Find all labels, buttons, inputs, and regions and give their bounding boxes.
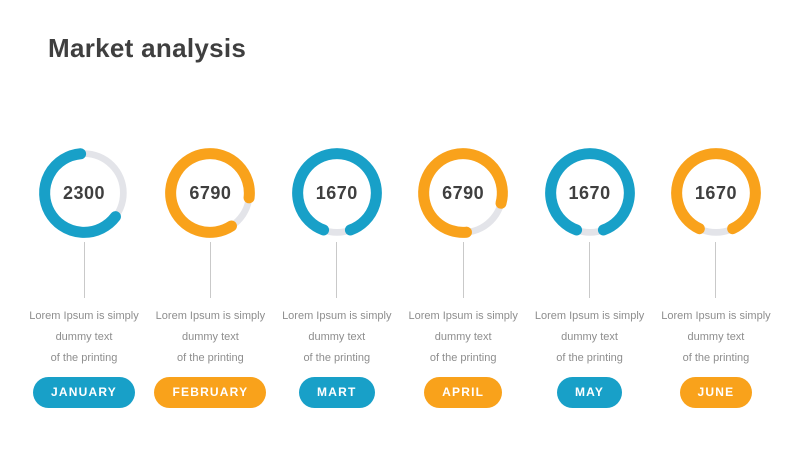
donut-ring — [165, 148, 256, 238]
description-line: dummy text — [181, 331, 239, 343]
description-text: Lorem Ipsum is simply dummy text of the … — [661, 306, 770, 369]
donut-value: 1670 — [315, 182, 358, 203]
donut-ring — [291, 148, 382, 236]
description-line: dummy text — [55, 331, 113, 343]
donut-ring — [544, 148, 635, 236]
description-text: Lorem Ipsum is simply dummy text of the … — [408, 306, 517, 369]
donut-ring — [39, 148, 127, 238]
description-line: Lorem Ipsum is simply — [282, 310, 392, 322]
month-badge-june[interactable]: JUNE — [679, 377, 753, 408]
description-line: Lorem Ipsum is simply — [408, 310, 518, 322]
donut-gauge: 2300 — [36, 145, 132, 241]
description-text: Lorem Ipsum is simply dummy text of the … — [156, 306, 265, 369]
donut-gauge: 6790 — [162, 145, 258, 241]
donut-value: 2300 — [62, 182, 106, 203]
description-line: Lorem Ipsum is simply — [155, 310, 266, 322]
description-line: of the printing — [556, 352, 623, 364]
donut-gauge: 6790 — [415, 145, 511, 241]
donut-arc — [544, 148, 635, 236]
description-text: Lorem Ipsum is simply dummy text of the … — [535, 306, 644, 369]
connector-line — [336, 242, 338, 298]
donut-arc — [39, 148, 121, 238]
donut-ring — [418, 148, 509, 238]
month-column-january: 2300 Lorem Ipsum is simply dummy text of… — [24, 145, 144, 408]
month-badge-april[interactable]: APRIL — [424, 377, 503, 408]
donut-gauge: 1670 — [542, 145, 638, 241]
description-line: of the printing — [682, 352, 750, 364]
donut-arc — [165, 148, 256, 238]
donut-arc — [671, 148, 761, 235]
description-line: dummy text — [308, 331, 366, 343]
donut-value: 6790 — [189, 182, 232, 203]
description-line: of the printing — [50, 352, 118, 364]
description-line: dummy text — [434, 331, 492, 343]
description-text: Lorem Ipsum is simply dummy text of the … — [29, 306, 138, 369]
page-title: Market analysis — [48, 33, 247, 63]
description-line: dummy text — [687, 331, 745, 343]
donut-ring — [671, 148, 761, 236]
month-badge-may[interactable]: MAY — [556, 377, 623, 408]
description-line: dummy text — [561, 331, 618, 343]
donut-value: 1670 — [694, 182, 737, 203]
connector-line — [462, 242, 464, 298]
donut-gauge: 1670 — [668, 145, 764, 241]
donut-arc — [291, 148, 382, 236]
connector-line — [83, 242, 85, 298]
description-line: of the printing — [303, 352, 371, 364]
connector-line — [715, 242, 717, 298]
month-column-april: 6790 Lorem Ipsum is simply dummy text of… — [403, 145, 523, 408]
description-text: Lorem Ipsum is simply dummy text of the … — [282, 306, 391, 369]
month-column-february: 6790 Lorem Ipsum is simply dummy text of… — [150, 145, 270, 408]
donut-arc — [418, 148, 509, 238]
description-line: of the printing — [177, 352, 244, 364]
description-line: Lorem Ipsum is simply — [661, 310, 771, 322]
description-line: Lorem Ipsum is simply — [534, 310, 645, 322]
connector-line — [209, 242, 211, 298]
month-badge-mart[interactable]: MART — [299, 377, 375, 408]
donut-value: 6790 — [442, 182, 485, 203]
month-column-may: 1670 Lorem Ipsum is simply dummy text of… — [530, 145, 650, 408]
month-badge-january[interactable]: JANUARY — [33, 377, 135, 408]
month-badge-february[interactable]: FEBRUARY — [154, 377, 267, 408]
month-column-june: 1670 Lorem Ipsum is simply dummy text of… — [656, 145, 776, 408]
gauges-row: 2300 Lorem Ipsum is simply dummy text of… — [24, 145, 776, 408]
donut-value: 1670 — [568, 182, 611, 203]
connector-line — [589, 242, 591, 298]
month-column-mart: 1670 Lorem Ipsum is simply dummy text of… — [277, 145, 397, 408]
donut-gauge: 1670 — [289, 145, 385, 241]
description-line: Lorem Ipsum is simply — [29, 310, 139, 322]
description-line: of the printing — [429, 352, 497, 364]
